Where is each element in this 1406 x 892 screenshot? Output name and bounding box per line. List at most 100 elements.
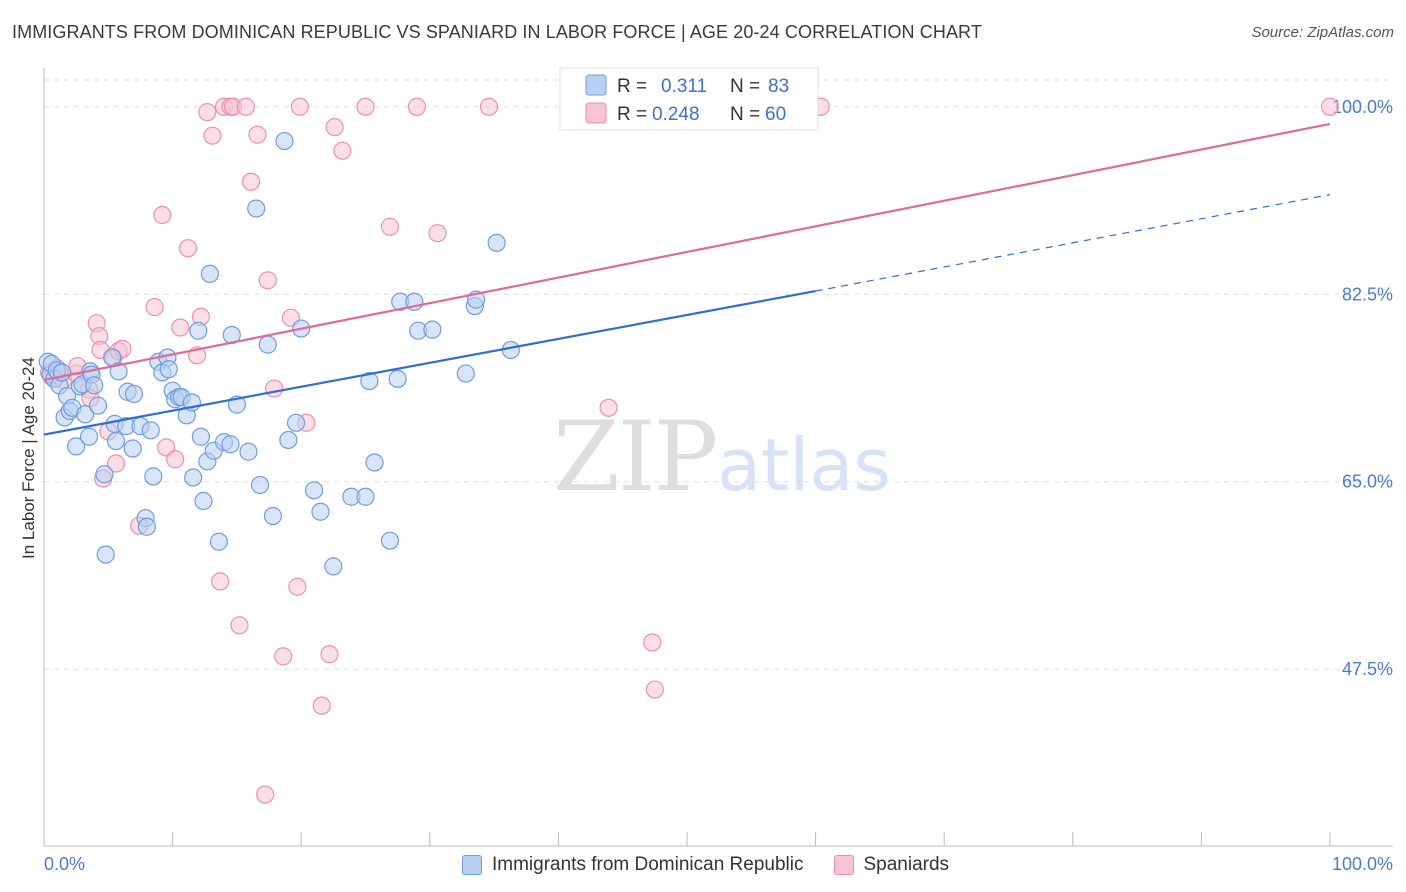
spaniard-point-56 <box>643 633 662 652</box>
legend-swatch-spaniards <box>833 855 854 875</box>
chart-title: IMMIGRANTS FROM DOMINICAN REPUBLIC VS SP… <box>12 22 982 42</box>
spaniard-point-36 <box>241 172 261 191</box>
spaniard-point-30 <box>211 572 230 591</box>
stats-legend-swatch-pink <box>585 102 607 124</box>
legend-label-dominican: Immigrants from Dominican Republic <box>492 854 804 875</box>
legend-label-spaniards: Spaniards <box>863 854 950 875</box>
dominican-point-60 <box>258 335 277 354</box>
dominican-point-29 <box>124 384 144 403</box>
dominican-point-24 <box>106 431 126 451</box>
trend-lines <box>43 122 1331 436</box>
spaniard-point-50 <box>356 97 375 116</box>
dominican-point-28 <box>123 439 142 458</box>
dominican-point-67 <box>311 502 330 521</box>
trend-line-spaniards <box>43 122 1331 382</box>
dominican-point-66 <box>304 481 324 500</box>
spaniard-point-16 <box>106 454 126 473</box>
stats-legend-n-value-blue: 83 <box>768 76 789 97</box>
spaniard-point-60 <box>1320 97 1340 116</box>
dominican-point-52 <box>209 532 228 551</box>
spaniard-point-38 <box>256 785 275 804</box>
axes <box>43 68 1393 847</box>
dominican-point-79 <box>456 364 475 383</box>
spaniard-point-41 <box>274 647 293 666</box>
spaniard-point-43 <box>288 577 307 596</box>
stats-legend: R = 0.311 N = 83 R = 0.248 N = 60 <box>559 67 819 131</box>
stats-legend-r-value-blue: 0.311 <box>661 76 707 97</box>
stats-legend-r-label-blue: R = <box>617 76 647 97</box>
dominican-point-64 <box>286 413 306 432</box>
dominican-point-15 <box>79 427 99 446</box>
spaniard-point-21 <box>153 205 172 225</box>
spaniard-point-24 <box>171 318 190 337</box>
dominican-point-59 <box>250 475 270 495</box>
bottom-legend: Immigrants from Dominican Republic Spani… <box>462 852 949 878</box>
dominican-point-73 <box>380 531 400 550</box>
spaniard-point-34 <box>230 616 249 635</box>
stats-legend-n-value-pink: 60 <box>765 104 786 125</box>
dominican-point-18 <box>85 376 104 395</box>
dominican-point-57 <box>239 442 258 461</box>
stats-legend-r-value-pink: 0.248 <box>652 104 700 125</box>
spaniard-point-57 <box>645 680 664 699</box>
stats-legend-n-label-pink: N = <box>730 104 760 125</box>
trend-line-dominican-extrapolated <box>815 194 1331 292</box>
spaniard-point-25 <box>178 239 198 258</box>
y-tick-label-0: 47.5% <box>1342 659 1393 679</box>
dominican-point-11 <box>67 437 86 456</box>
spaniard-point-52 <box>407 97 427 116</box>
spaniard-point-48 <box>325 118 344 137</box>
dominican-point-19 <box>88 396 108 415</box>
watermark-zip: ZIP <box>553 401 716 513</box>
dominican-point-71 <box>360 371 379 391</box>
spaniard-point-49 <box>333 141 352 160</box>
spaniard-point-39 <box>258 271 277 290</box>
spaniard-point-20 <box>145 298 164 317</box>
watermark: ZIP atlas <box>553 401 891 513</box>
chart-source: Source: ZipAtlas.com <box>1251 24 1394 41</box>
dominican-point-50 <box>200 264 219 284</box>
dominican-point-74 <box>388 369 407 389</box>
spaniard-point-51 <box>380 217 400 236</box>
dominican-point-33 <box>141 421 160 440</box>
dominican-point-61 <box>263 506 283 526</box>
y-axis-label: In Labor Force | Age 20-24 <box>19 357 38 559</box>
watermark-atlas: atlas <box>717 423 891 507</box>
spaniard-point-35 <box>236 97 256 116</box>
spaniard-point-47 <box>320 645 339 664</box>
spaniard-point-55 <box>599 398 618 417</box>
dominican-point-68 <box>324 557 343 576</box>
spaniard-point-46 <box>312 696 331 715</box>
x-ticks: 0.0% 100.0% <box>43 832 1393 874</box>
dominican-point-38 <box>159 360 178 379</box>
spaniard-point-54 <box>479 97 499 116</box>
y-tick-label-2: 82.5% <box>1342 284 1393 304</box>
dominican-point-20 <box>95 465 114 484</box>
stats-legend-swatch-blue <box>585 74 607 96</box>
dominican-point-62 <box>275 131 294 151</box>
spaniard-point-44 <box>290 97 310 116</box>
spaniard-point-28 <box>198 103 217 122</box>
dominican-point-21 <box>96 545 115 564</box>
spaniard-point-29 <box>203 126 222 145</box>
stats-legend-n-label-blue: N = <box>730 76 760 97</box>
dominican-point-46 <box>189 321 208 340</box>
y-tick-label-3: 100.0% <box>1332 97 1393 117</box>
gridlines <box>44 79 1393 670</box>
trend-line-dominican <box>43 289 816 436</box>
spaniard-point-37 <box>248 125 267 144</box>
dominican-point-47 <box>191 427 210 446</box>
dominican-point-45 <box>184 468 203 487</box>
dominican-point-48 <box>194 491 213 511</box>
dominican-point-58 <box>247 199 266 218</box>
stats-legend-r-label-pink: R = <box>617 104 647 125</box>
legend-swatch-dominican <box>462 855 482 875</box>
dominican-point-72 <box>365 453 384 472</box>
dominican-point-63 <box>279 430 298 450</box>
series-dominican <box>38 131 520 576</box>
dominican-point-32 <box>137 517 156 536</box>
dominican-point-34 <box>144 467 163 486</box>
x-tick-label-0: 0.0% <box>44 854 85 874</box>
dominican-point-25 <box>109 362 128 381</box>
